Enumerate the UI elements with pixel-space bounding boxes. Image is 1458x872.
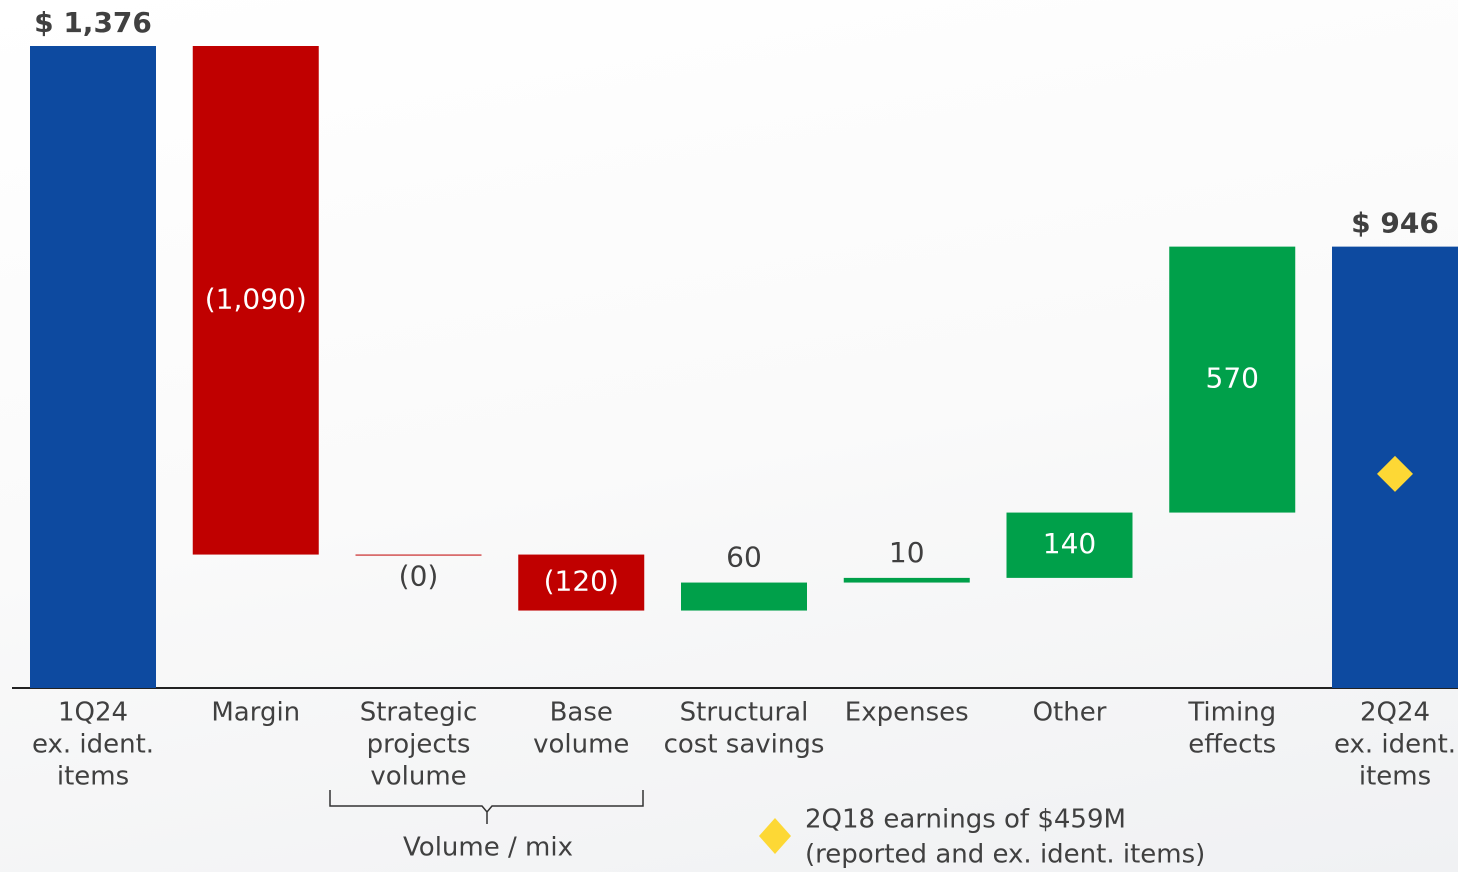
category-label: cost savings <box>664 730 825 760</box>
marker <box>1377 455 1413 492</box>
value-label: (1,090) <box>205 282 307 315</box>
value-label: 60 <box>726 541 762 574</box>
category-label: effects <box>1188 730 1276 760</box>
category-label: volume <box>370 762 466 792</box>
category-label: 1Q24 <box>58 698 128 728</box>
group-label: Volume / mix <box>403 833 573 863</box>
category-label: items <box>57 762 129 792</box>
category-label: Strategic <box>360 698 478 728</box>
category-label: Timing <box>1187 698 1276 728</box>
category-label: items <box>1359 762 1431 792</box>
bar <box>843 577 970 583</box>
value-label: 570 <box>1206 362 1259 395</box>
bar <box>30 46 156 688</box>
bar <box>1006 512 1133 578</box>
category-label: 2Q24 <box>1360 698 1430 728</box>
category-label: Margin <box>211 698 300 728</box>
value-label: $ 946 <box>1351 207 1439 240</box>
value-label: (0) <box>399 560 439 593</box>
category-label: Structural <box>680 698 809 728</box>
bar <box>518 554 645 611</box>
category-label: Base <box>550 698 613 728</box>
bar <box>192 46 319 555</box>
group-bracket <box>329 790 644 824</box>
bar <box>1169 246 1296 513</box>
legend-marker <box>759 818 791 854</box>
bar <box>355 554 482 556</box>
category-label: volume <box>533 730 629 760</box>
value-label: 140 <box>1043 527 1096 560</box>
value-label: $ 1,376 <box>34 6 152 39</box>
value-label: 10 <box>889 536 925 569</box>
category-label: ex. ident. <box>32 730 154 760</box>
category-label: ex. ident. <box>1334 730 1456 760</box>
bar <box>681 582 807 611</box>
legend-text: 2Q18 earnings of $459M <box>805 805 1126 835</box>
category-label: Expenses <box>845 698 969 728</box>
value-label: (120) <box>544 565 619 598</box>
category-label: Other <box>1033 698 1107 728</box>
legend-text: (reported and ex. ident. items) <box>805 840 1205 870</box>
category-label: projects <box>367 730 471 760</box>
